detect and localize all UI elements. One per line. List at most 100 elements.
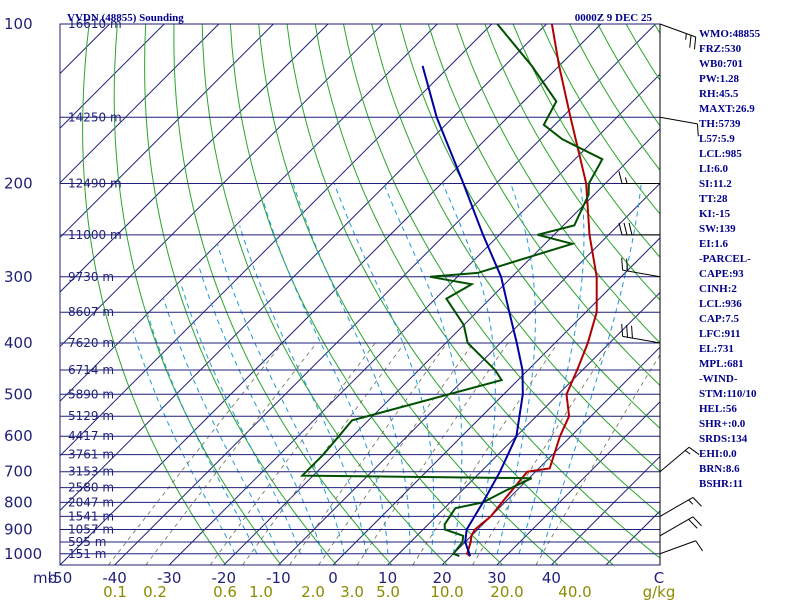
mixing-ratio-line	[242, 342, 406, 565]
dry-adiabat-line	[427, 24, 660, 387]
wind-barb	[621, 323, 661, 344]
pressure-tick-label: 700	[4, 463, 33, 481]
dry-adiabat-line	[456, 24, 660, 344]
pressure-tick-label: 300	[4, 268, 33, 286]
pressure-tick-label: 600	[4, 427, 33, 445]
wind-barb	[659, 23, 697, 50]
dry-adiabat-line	[201, 24, 448, 565]
index-line: LI:6.0	[699, 163, 729, 175]
mixing-ratio-tick-label: 0.2	[143, 583, 167, 600]
height-label: 14250 m	[68, 110, 122, 124]
index-line: SHR+:0.0	[699, 418, 746, 430]
temperature-tick-label: 30	[487, 569, 506, 587]
isotherm-line	[551, 455, 660, 565]
wind-barb	[618, 171, 660, 184]
isotherm-line	[60, 24, 165, 129]
isotherm-line	[60, 24, 329, 293]
mixing-ratio-line	[209, 342, 376, 565]
wind-barb	[659, 540, 704, 555]
temperature-unit-label: C	[654, 569, 664, 587]
index-line: BRN:8.6	[699, 463, 740, 475]
isotherm-line	[60, 24, 220, 184]
dewpoint-profile	[299, 24, 604, 558]
dry-adiabat-line	[173, 24, 393, 565]
dry-adiabat-line	[540, 24, 660, 215]
moist-adiabat-line	[540, 183, 642, 554]
mixing-ratio-tick-label: 2.0	[301, 583, 325, 600]
pressure-tick-label: 1000	[4, 545, 42, 563]
mixing-ratio-line	[412, 342, 559, 565]
wind-barb	[659, 496, 702, 517]
background-grid	[60, 24, 660, 565]
wind-barbs	[618, 23, 704, 565]
mixing-ratio-line	[356, 342, 509, 565]
height-label: 2580 m	[68, 481, 114, 495]
index-line: EL:731	[699, 343, 734, 355]
index-line: RH:45.5	[699, 88, 739, 100]
height-label: 16610 m	[68, 17, 122, 31]
index-line: -PARCEL-	[699, 253, 751, 265]
height-label: 1057 m	[68, 523, 114, 537]
dry-adiabat-line	[371, 24, 660, 472]
index-line: L57:5.9	[699, 133, 735, 145]
index-line: PW:1.28	[699, 73, 740, 85]
temperature-tick-label: 20	[433, 569, 452, 587]
isotherm-line	[60, 24, 602, 565]
temperature-tick-label: -40	[102, 569, 127, 587]
pressure-tick-label: 400	[4, 334, 33, 352]
height-label: 4417 m	[68, 429, 114, 443]
height-label: 3153 m	[68, 465, 114, 479]
temperature-tick-label: 0	[328, 569, 338, 587]
height-label: 8607 m	[68, 305, 114, 319]
dry-adiabat-line	[113, 24, 282, 565]
sounding-profiles	[299, 24, 604, 558]
mixing-ratio-tick-label: g/kg	[643, 583, 676, 600]
temperature-tick-label: -10	[266, 569, 291, 587]
wind-barb	[618, 222, 660, 236]
valid-time: 0000Z 9 DEC 25	[575, 12, 653, 24]
mixing-ratio-tick-label: 20.0	[490, 583, 523, 600]
temperature-profile	[465, 24, 598, 557]
index-line: SW:139	[699, 223, 736, 235]
mixing-ratio-line	[108, 342, 283, 565]
index-line: -WIND-	[699, 373, 738, 385]
moist-adiabat-line	[163, 298, 280, 554]
temperature-tick-label: 40	[542, 569, 561, 587]
height-label: 2047 m	[68, 495, 114, 509]
height-label: 595 m	[68, 535, 106, 549]
moist-adiabat-line	[147, 315, 258, 555]
index-line: CINH:2	[699, 283, 737, 295]
mixing-ratio-tick-label: 40.0	[558, 583, 591, 600]
index-line: CAP:7.5	[699, 313, 740, 325]
moist-adiabat-line	[216, 243, 345, 554]
isotherm-line	[168, 73, 660, 565]
index-line: LCL:985	[699, 148, 742, 160]
index-line: SRDS:134	[699, 433, 748, 445]
isotherm-line	[441, 346, 660, 565]
height-label: 12490 m	[68, 176, 122, 190]
parcel-profile	[421, 65, 524, 557]
index-line: MAXT:26.9	[699, 103, 755, 115]
height-label: 6714 m	[68, 363, 114, 377]
mixing-ratio-tick-label: 0.1	[103, 583, 127, 600]
index-line: STM:110/10	[699, 388, 757, 400]
isotherm-line	[387, 291, 660, 565]
height-labels: 16610 m 14250 m 12490 m 11000 m 9730 m 8607 m…	[68, 17, 122, 561]
mixing-ratio-line	[145, 342, 317, 565]
wind-barb	[621, 257, 661, 278]
isotherm-line	[278, 182, 660, 565]
wind-barb	[659, 516, 702, 537]
wind-barb	[659, 446, 700, 473]
height-label: 3761 m	[68, 448, 114, 462]
pressure-axis-labels: 100 200 300 400 500 600 700 800 900 1000	[4, 15, 42, 563]
dry-adiabat-line	[82, 24, 227, 565]
height-label: 5890 m	[68, 387, 114, 401]
dry-adiabat-line	[484, 24, 660, 301]
temperature-axis-labels: mb-50 -40 -30 -20 -10 0 10 20 30 40 C	[33, 569, 664, 587]
temperature-tick-label: -20	[212, 569, 237, 587]
height-label: 11000 m	[68, 228, 122, 242]
mixing-ratio-tick-label: 0.6	[213, 583, 237, 600]
index-line: TH:5739	[699, 118, 741, 130]
isobar-lines	[60, 23, 660, 555]
index-line: TT:28	[699, 193, 728, 205]
